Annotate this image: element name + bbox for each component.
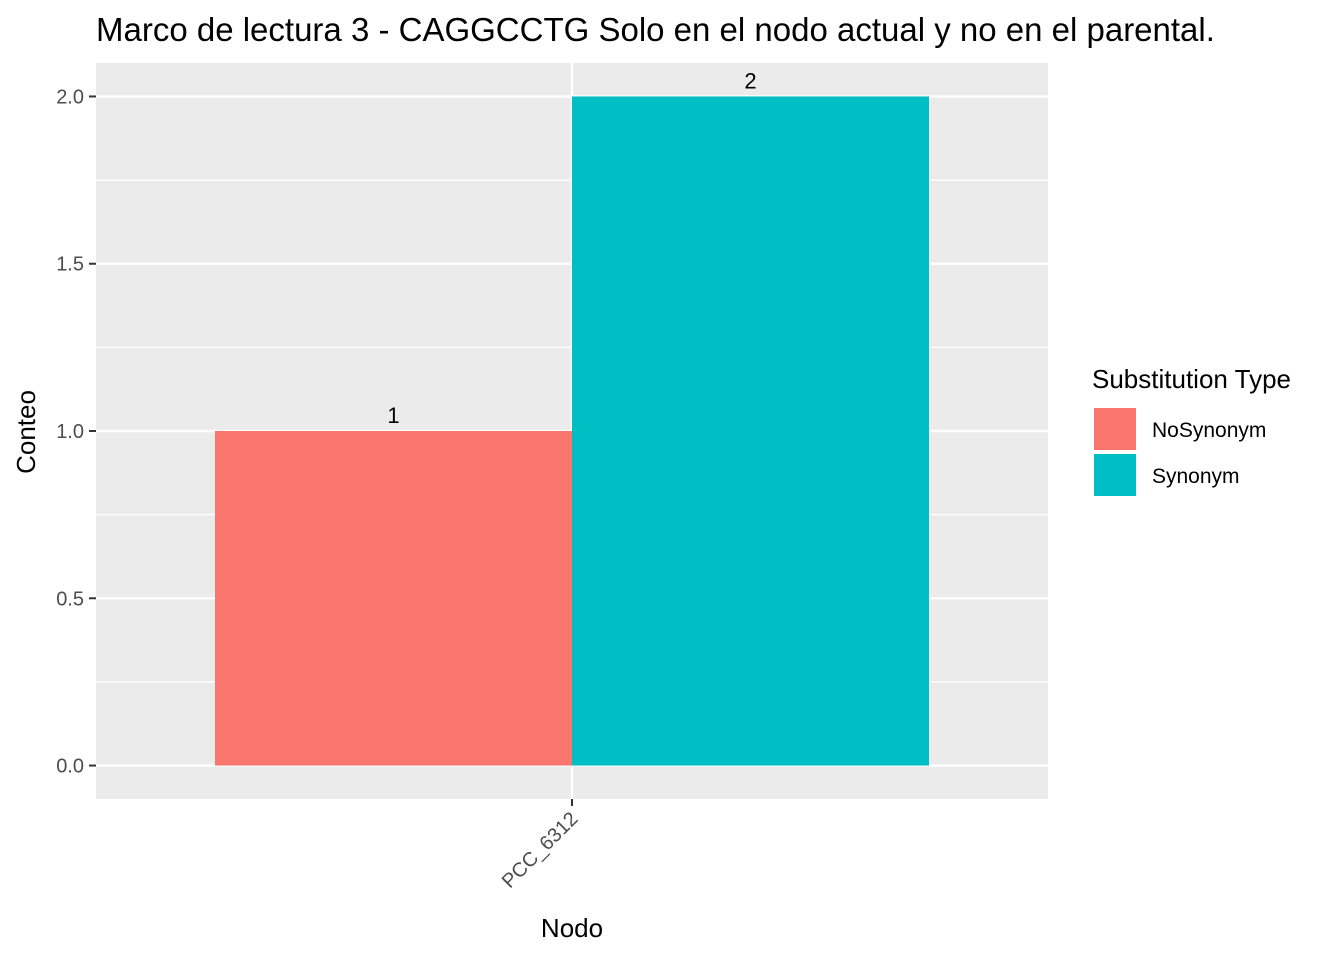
bar-value-label: 2 <box>744 68 756 93</box>
legend-swatch-nosynonym <box>1094 408 1136 450</box>
y-axis: 0.0 0.5 1.0 1.5 2.0 <box>56 86 96 778</box>
legend-title: Substitution Type <box>1092 364 1291 394</box>
y-tick-label: 0.5 <box>56 588 84 610</box>
legend-label-synonym: Synonym <box>1152 465 1240 488</box>
y-tick-label: 2.0 <box>56 86 84 108</box>
bar-nosynonym <box>215 431 572 766</box>
legend-items: NoSynonym Synonym <box>1094 408 1266 496</box>
bar-synonym <box>572 96 929 766</box>
legend-label-nosynonym: NoSynonym <box>1152 419 1266 442</box>
bars <box>215 96 929 766</box>
legend-swatch-synonym <box>1094 454 1136 496</box>
y-tick-label: 1.5 <box>56 254 84 276</box>
y-axis-title: Conteo <box>11 390 41 474</box>
bar-value-labels: 12 <box>387 68 756 428</box>
y-tick-label: 0.0 <box>56 756 84 778</box>
x-axis: PCC_6312 <box>498 799 583 893</box>
legend: Substitution Type NoSynonym Synonym <box>1092 364 1291 496</box>
x-axis-title: Nodo <box>541 913 603 943</box>
x-tick-label: PCC_6312 <box>498 808 583 893</box>
y-tick-label: 1.0 <box>56 421 84 443</box>
chart-title: Marco de lectura 3 - CAGGCCTG Solo en el… <box>96 11 1215 48</box>
bar-value-label: 1 <box>387 403 399 428</box>
